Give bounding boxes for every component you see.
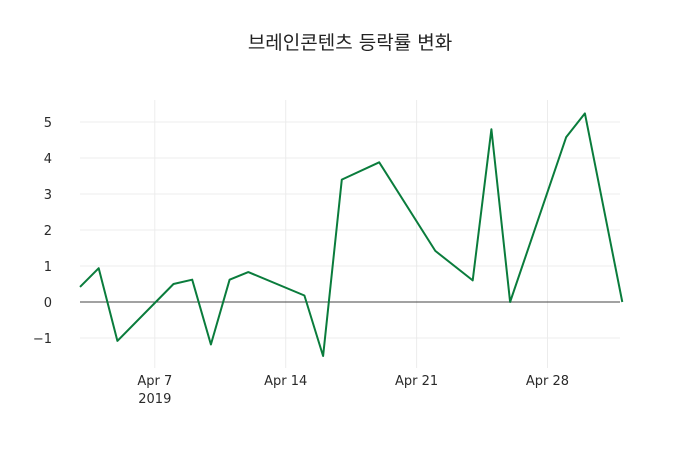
y-tick-label: 5 xyxy=(44,116,52,131)
x-year-label: 2019 xyxy=(138,392,171,407)
x-tick-label: Apr 14 xyxy=(264,374,307,389)
series-line xyxy=(79,112,624,357)
x-axis-ticks: Apr 7 2019 Apr 14 Apr 21 Apr 28 xyxy=(137,374,569,407)
y-tick-label: 1 xyxy=(44,260,52,275)
chart-title: 브레인콘텐츠 등락률 변화 xyxy=(247,32,453,54)
x-tick-label: Apr 28 xyxy=(526,374,569,389)
y-tick-label: −1 xyxy=(33,332,52,347)
y-tick-label: 4 xyxy=(44,152,52,167)
y-tick-label: 2 xyxy=(44,224,52,239)
x-tick-label: Apr 21 xyxy=(395,374,438,389)
x-tick-label: Apr 7 xyxy=(137,374,172,389)
y-axis-ticks: −1 0 1 2 3 4 5 xyxy=(33,116,52,347)
y-tick-label: 0 xyxy=(44,296,52,311)
grid-lines xyxy=(80,100,620,368)
y-tick-label: 3 xyxy=(44,188,52,203)
